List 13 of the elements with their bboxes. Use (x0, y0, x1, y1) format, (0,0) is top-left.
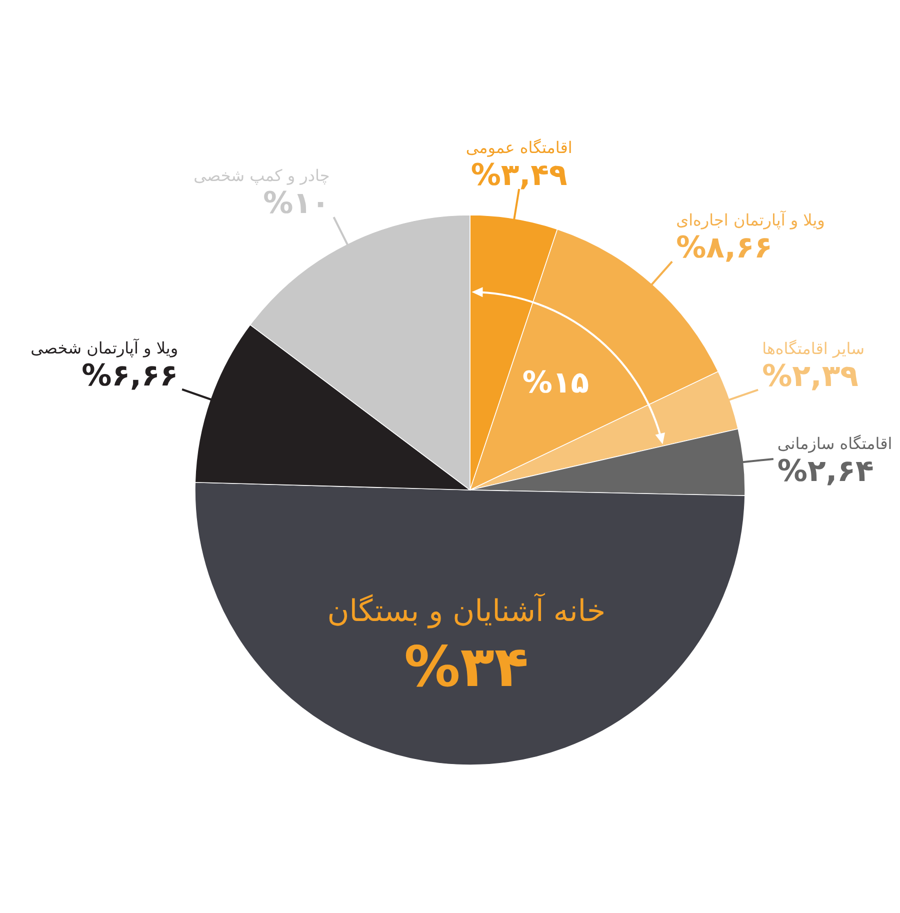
text: %۱۵ (522, 366, 590, 401)
slice-label: اقامتگاه عمومی (466, 138, 572, 157)
slice-label: خانه آشنایان و بستگان (327, 592, 606, 630)
data-label: %۲,۶۴ (777, 454, 874, 489)
data-label: %۳,۴۹ (470, 158, 568, 193)
slice-label: ویلا و آپارتمان اجاره‌ای (676, 210, 825, 230)
slice-label: سایر اقامتگاه‌ها (762, 338, 864, 358)
data-label: %۲,۳۹ (762, 358, 858, 394)
slice-label: ویلا و آپارتمان شخصی (30, 337, 178, 358)
data-label: %۸,۶۶ (676, 230, 772, 266)
slice-label: اقامتگاه سازمانی (777, 434, 892, 453)
data-label: %۶,۶۶ (82, 358, 178, 394)
data-label: %۳۴ (404, 635, 529, 700)
